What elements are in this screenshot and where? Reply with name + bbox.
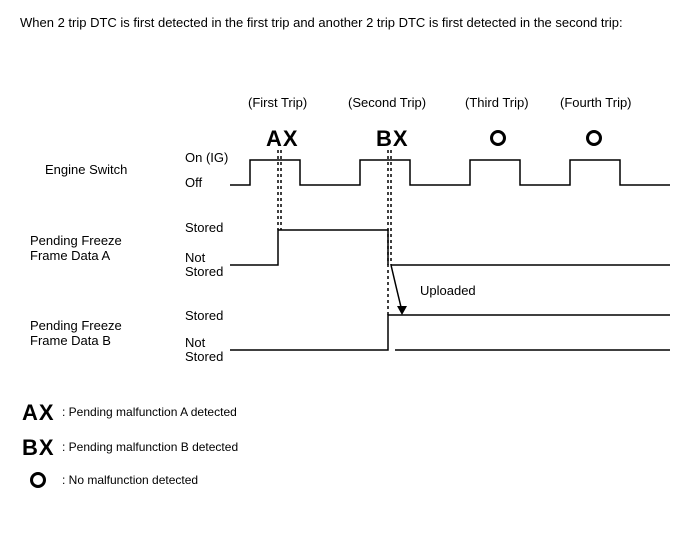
diagram-svg (0, 0, 688, 560)
